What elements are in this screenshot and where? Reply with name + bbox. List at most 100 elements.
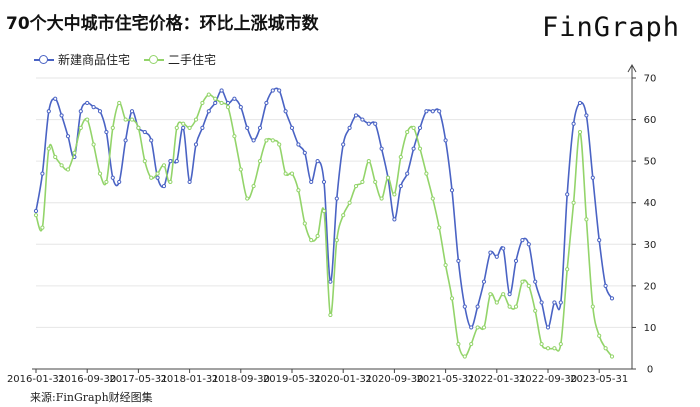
y-tick-label: 50 — [644, 157, 657, 168]
data-point-new-homes — [123, 138, 128, 143]
chart-legend: 新建商品住宅 二手住宅 — [34, 51, 230, 68]
x-tick-label: 2022-09-30 — [519, 374, 577, 385]
data-point-new-homes — [398, 183, 403, 189]
legend-line-marker-icon — [34, 54, 54, 65]
data-point-new-homes — [475, 304, 480, 309]
x-tick-label: 2021-05-31 — [417, 374, 475, 385]
series-line-second-hand — [35, 93, 613, 358]
data-point-second-hand — [65, 167, 71, 172]
data-point-second-hand — [411, 125, 416, 130]
data-point-new-homes — [104, 129, 109, 135]
data-point-second-hand — [597, 333, 602, 338]
data-point-new-homes — [161, 183, 167, 189]
data-point-second-hand — [366, 159, 371, 164]
data-point-new-homes — [328, 279, 333, 284]
data-point-second-hand — [456, 341, 461, 347]
data-point-new-homes — [353, 113, 359, 118]
data-point-second-hand — [257, 159, 263, 164]
data-point-new-homes — [174, 159, 179, 164]
data-point-second-hand — [200, 100, 205, 106]
data-point-second-hand — [405, 129, 410, 135]
data-point-new-homes — [360, 117, 365, 122]
data-point-second-hand — [334, 238, 339, 243]
legend-label: 新建商品住宅 — [58, 53, 131, 67]
data-point-new-homes — [533, 279, 538, 284]
y-tick-label: 60 — [644, 115, 657, 126]
data-point-new-homes — [59, 113, 64, 118]
data-point-new-homes — [270, 88, 275, 93]
data-point-second-hand — [78, 125, 83, 130]
x-tick-label: 2016-09-30 — [58, 374, 116, 385]
data-point-new-homes — [571, 121, 576, 126]
data-point-second-hand — [161, 163, 167, 168]
data-point-new-homes — [65, 134, 71, 139]
data-point-new-homes — [232, 96, 237, 101]
data-point-second-hand — [85, 117, 90, 122]
data-point-new-homes — [437, 109, 442, 114]
data-point-new-homes — [469, 325, 474, 330]
data-point-second-hand — [545, 346, 551, 351]
data-point-second-hand — [53, 154, 58, 160]
data-point-second-hand — [558, 341, 563, 347]
data-point-second-hand — [501, 292, 506, 297]
data-point-new-homes — [417, 125, 423, 130]
data-point-new-homes — [597, 238, 602, 243]
data-point-new-homes — [97, 109, 103, 114]
data-point-second-hand — [72, 150, 77, 155]
data-point-new-homes — [501, 246, 506, 251]
x-tick-label: 2020-09-30 — [365, 374, 423, 385]
x-tick-label: 2023-05-31 — [570, 374, 628, 385]
data-point-second-hand — [91, 142, 96, 147]
x-tick-label: 2016-01-31 — [7, 374, 65, 385]
data-point-second-hand — [353, 183, 359, 189]
data-point-second-hand — [33, 213, 39, 218]
data-point-second-hand — [398, 154, 403, 160]
y-tick-label: 70 — [644, 74, 657, 85]
data-point-second-hand — [565, 267, 570, 272]
data-point-new-homes — [424, 109, 429, 114]
y-tick-label: 10 — [644, 323, 657, 334]
data-point-second-hand — [104, 179, 109, 185]
data-point-new-homes — [168, 159, 173, 164]
data-point-new-homes — [302, 150, 307, 155]
legend-line-marker-icon — [144, 54, 165, 65]
data-point-second-hand — [469, 341, 474, 347]
data-point-new-homes — [117, 179, 122, 185]
data-point-second-hand — [360, 179, 365, 185]
data-point-new-homes — [315, 159, 320, 164]
data-point-second-hand — [206, 92, 211, 97]
data-point-second-hand — [584, 217, 589, 222]
data-point-second-hand — [430, 196, 435, 201]
data-point-second-hand — [577, 129, 583, 135]
data-point-new-homes — [53, 96, 58, 101]
data-point-second-hand — [289, 171, 295, 176]
data-point-new-homes — [494, 254, 499, 259]
data-point-second-hand — [219, 100, 224, 106]
legend-item-new-homes[interactable]: 新建商品住宅 — [34, 51, 130, 68]
data-point-second-hand — [129, 117, 135, 122]
data-point-new-homes — [257, 125, 263, 130]
data-point-new-homes — [456, 258, 461, 264]
data-point-second-hand — [603, 346, 608, 351]
data-point-second-hand — [302, 221, 307, 226]
data-point-second-hand — [590, 304, 595, 309]
y-tick-label: 30 — [644, 240, 657, 251]
data-point-second-hand — [264, 138, 269, 143]
data-point-new-homes — [245, 125, 250, 130]
data-point-new-homes — [507, 292, 512, 297]
legend-label: 二手住宅 — [168, 53, 217, 67]
data-point-new-homes — [155, 175, 160, 180]
data-point-new-homes — [78, 109, 83, 114]
x-tick-label: 2022-01-31 — [468, 374, 526, 385]
data-point-new-homes — [609, 296, 615, 301]
y-axis-arrow-icon — [627, 63, 637, 73]
data-point-new-homes — [193, 142, 199, 147]
data-point-new-homes — [565, 192, 570, 197]
legend-item-second-hand-homes[interactable]: 二手住宅 — [144, 51, 216, 68]
data-point-new-homes — [213, 100, 218, 106]
data-point-new-homes — [251, 138, 256, 143]
data-point-second-hand — [309, 238, 314, 243]
data-point-second-hand — [59, 163, 64, 168]
data-point-new-homes — [488, 250, 493, 255]
data-point-second-hand — [46, 146, 51, 151]
